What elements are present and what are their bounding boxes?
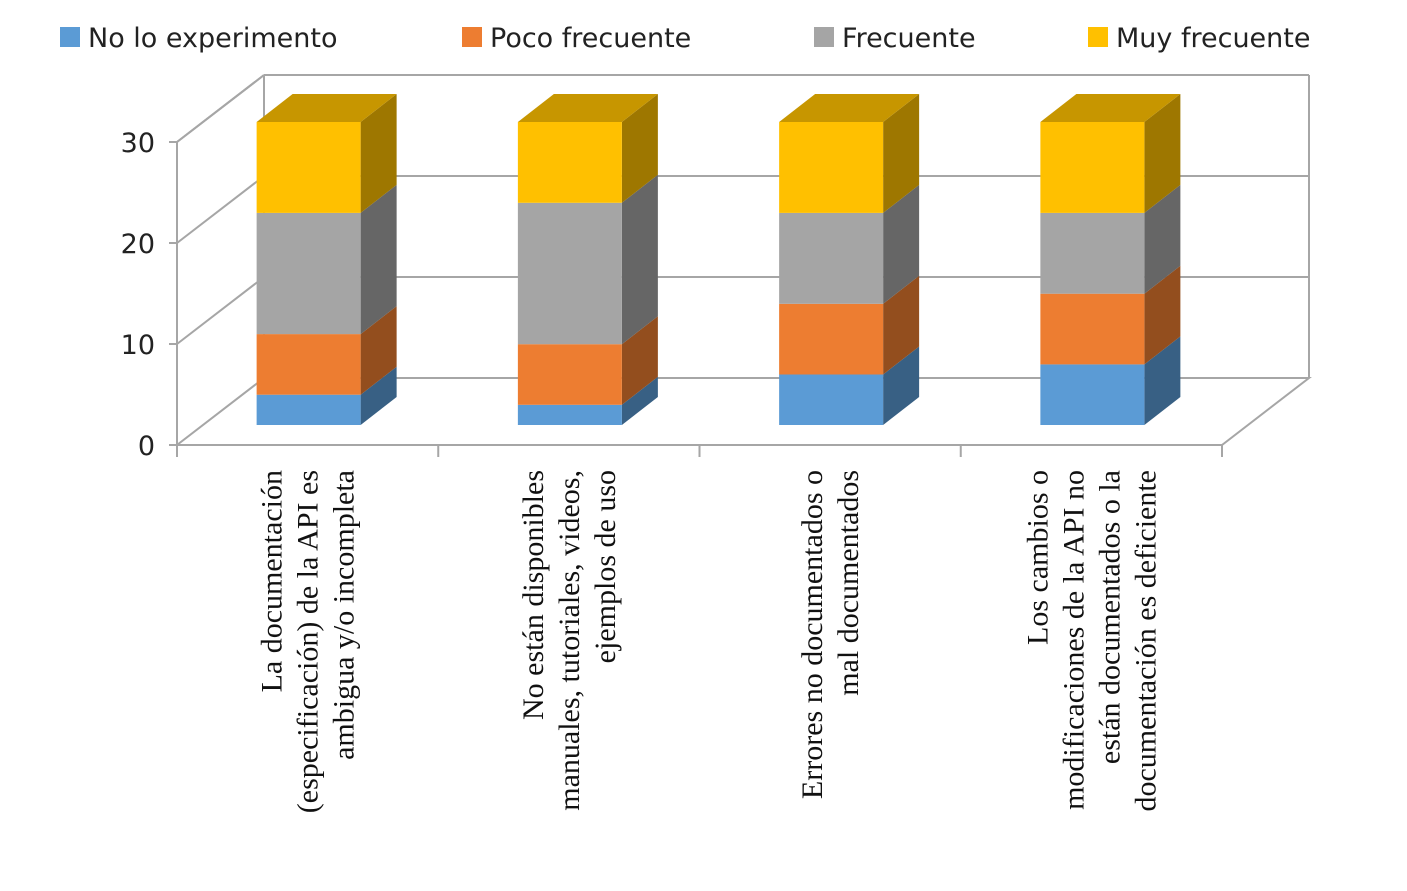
bar-segment bbox=[256, 94, 397, 213]
category-label-line: mal documentados bbox=[832, 470, 865, 696]
bar-front-face bbox=[517, 404, 622, 425]
x-axis bbox=[176, 444, 1223, 457]
bar-front-face bbox=[1040, 122, 1145, 213]
bar-side-face bbox=[883, 94, 920, 213]
bar-side-face bbox=[883, 275, 920, 375]
legend-item: Poco frecuente bbox=[462, 23, 691, 54]
bar-segment bbox=[517, 94, 658, 203]
bar-segment bbox=[779, 275, 920, 375]
bar-top-face bbox=[1040, 94, 1181, 122]
bar-side-face bbox=[360, 184, 397, 335]
bar-front-face bbox=[256, 394, 361, 425]
bar-segment bbox=[256, 366, 397, 425]
bar-front-face bbox=[779, 212, 884, 304]
bar-side-face bbox=[360, 94, 397, 213]
category-label: No están disponibles manuales, tutoriales… bbox=[517, 470, 622, 811]
bar-segment bbox=[256, 306, 397, 395]
bar-side-face bbox=[1144, 184, 1181, 294]
category-label-line: La documentación bbox=[256, 470, 289, 692]
bar-side-face bbox=[883, 346, 920, 425]
side-gridline bbox=[176, 74, 265, 143]
bar-front-face bbox=[517, 202, 622, 345]
bar-segment bbox=[779, 94, 920, 213]
bar-front-face bbox=[517, 344, 622, 405]
bar-side-face bbox=[883, 184, 920, 304]
legend-label: Poco frecuente bbox=[490, 23, 691, 54]
legend-swatch bbox=[814, 27, 834, 47]
bar-segment bbox=[256, 184, 397, 335]
category-label-line: manuales, tutoriales, videos, bbox=[553, 470, 586, 811]
bar-segment bbox=[517, 174, 658, 345]
category-label: La documentación (especificación) de la A… bbox=[256, 470, 361, 813]
bar-segment bbox=[1040, 336, 1181, 425]
legend-label: Frecuente bbox=[842, 23, 976, 54]
category-label-line: modificaciones de la API no bbox=[1057, 470, 1090, 810]
bar-side-face bbox=[360, 366, 397, 425]
y-tick-label: 20 bbox=[121, 229, 155, 260]
bar-side-face bbox=[621, 94, 658, 203]
bar-side-face bbox=[1144, 336, 1181, 425]
y-tick-label: 10 bbox=[121, 330, 155, 361]
legend-label: No lo experimento bbox=[88, 23, 338, 54]
bar-side-face bbox=[621, 376, 658, 425]
legend-swatch bbox=[1088, 27, 1108, 47]
bar-segment bbox=[779, 184, 920, 304]
category-label-line: documentación es deficiente bbox=[1129, 470, 1162, 812]
category-label: Los cambios o modificaciones de la API no… bbox=[1021, 470, 1162, 812]
bar-front-face bbox=[779, 374, 884, 425]
category-label: Errores no documentados o mal documentado… bbox=[796, 470, 865, 799]
y-axis: 0 10 20 30 bbox=[121, 128, 178, 462]
y-tick-label: 0 bbox=[138, 431, 155, 462]
bar-top-face bbox=[256, 94, 397, 122]
bar-side-face bbox=[1144, 94, 1181, 213]
bar-front-face bbox=[517, 122, 622, 203]
bar-segment bbox=[1040, 184, 1181, 294]
legend-label: Muy frecuente bbox=[1116, 23, 1310, 54]
chart-legend: No lo experimento Poco frecuente Frecuente… bbox=[60, 23, 1310, 54]
category-label-line: ejemplos de uso bbox=[589, 470, 622, 663]
y-tick-label: 30 bbox=[121, 128, 155, 159]
bar-segment bbox=[517, 316, 658, 405]
bar-top-face bbox=[517, 94, 658, 122]
category-label-line: (especificación) de la API es bbox=[292, 470, 325, 813]
category-label-line: ambigua y/o incompleta bbox=[328, 470, 361, 760]
bar-front-face bbox=[779, 303, 884, 375]
bar-side-face bbox=[1144, 265, 1181, 365]
legend-item: No lo experimento bbox=[60, 23, 338, 54]
category-label-line: Errores no documentados o bbox=[796, 470, 829, 799]
side-gridline bbox=[176, 175, 265, 244]
bar-side-face bbox=[621, 174, 658, 345]
category-labels: La documentación (especificación) de la A… bbox=[256, 470, 1163, 813]
bar-segment bbox=[1040, 265, 1181, 365]
bar-front-face bbox=[256, 334, 361, 395]
bar-side-face bbox=[360, 306, 397, 395]
category-label-line: Los cambios o bbox=[1021, 470, 1054, 645]
category-label-line: están documentados o la bbox=[1093, 470, 1126, 764]
bar-front-face bbox=[779, 122, 884, 213]
bars bbox=[256, 94, 1181, 425]
bar-segment bbox=[517, 376, 658, 425]
legend-item: Frecuente bbox=[814, 23, 976, 54]
bar-front-face bbox=[1040, 293, 1145, 365]
legend-item: Muy frecuente bbox=[1088, 23, 1310, 54]
bar-side-face bbox=[621, 316, 658, 405]
bar-front-face bbox=[1040, 364, 1145, 425]
bar-segment bbox=[1040, 94, 1181, 213]
legend-swatch bbox=[60, 27, 80, 47]
bar-top-face bbox=[779, 94, 920, 122]
bar-segment bbox=[779, 346, 920, 425]
bar-front-face bbox=[256, 122, 361, 213]
side-gridline bbox=[176, 276, 265, 345]
category-label-line: No están disponibles bbox=[517, 470, 550, 720]
bar-front-face bbox=[1040, 212, 1145, 294]
bar-front-face bbox=[256, 212, 361, 335]
legend-swatch bbox=[462, 27, 482, 47]
